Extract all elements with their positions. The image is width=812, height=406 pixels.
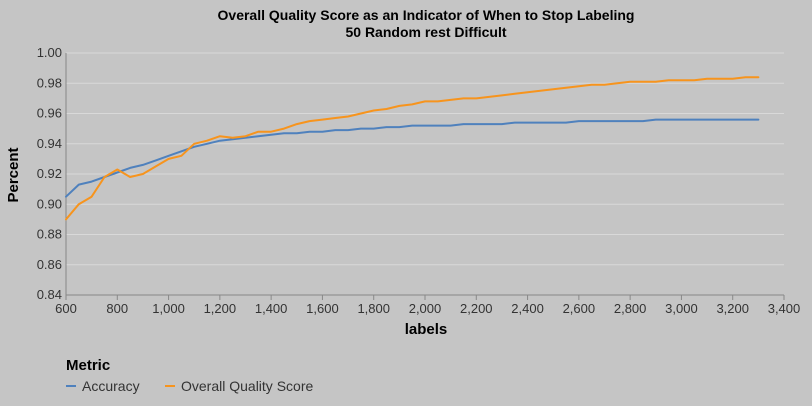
series-line-accuracy (65, 118, 760, 198)
y-tick-label: 0.96 (37, 106, 62, 121)
x-tick-label: 1,000 (152, 301, 185, 316)
x-tick-label: 3,000 (665, 301, 698, 316)
y-tick-label: 0.94 (37, 136, 62, 151)
x-tick-label: 1,200 (204, 301, 237, 316)
legend-item: Accuracy (66, 378, 140, 394)
y-tick-label: 1.00 (37, 45, 62, 60)
series-line-overall-quality-score (65, 76, 760, 221)
legend-title: Metric (66, 357, 110, 374)
legend: Accuracy Overall Quality Score (66, 378, 313, 394)
chart-subtitle: 50 Random rest Difficult (345, 24, 506, 40)
grid (66, 52, 784, 296)
x-tick-label: 2,200 (460, 301, 493, 316)
x-tick-label: 600 (55, 301, 77, 316)
legend-label: Overall Quality Score (181, 378, 313, 394)
x-tick-label: 3,400 (768, 301, 801, 316)
axes: 0.84 0.86 0.88 0.90 0.92 0.94 0.96 0.98 1.00 600 8… (37, 45, 801, 316)
x-tick-label: 1,800 (357, 301, 390, 316)
x-tick-label: 1,400 (255, 301, 288, 316)
legend-label: Accuracy (82, 378, 140, 394)
x-tick-label: 2,600 (563, 301, 596, 316)
x-tick-label: 1,600 (306, 301, 339, 316)
x-tick-label: 800 (106, 301, 128, 316)
y-axis-title: Percent (5, 147, 22, 202)
x-tick-label: 2,400 (511, 301, 544, 316)
y-tick-label: 0.92 (37, 166, 62, 181)
y-tick-label: 0.88 (37, 227, 62, 242)
x-tick-label: 2,800 (614, 301, 647, 316)
series-lines (65, 76, 760, 221)
legend-item: Overall Quality Score (165, 378, 313, 394)
y-tick-label: 0.98 (37, 75, 62, 90)
x-tick-label: 3,200 (716, 301, 749, 316)
y-tick-label: 0.86 (37, 257, 62, 272)
y-tick-label: 0.90 (37, 196, 62, 211)
x-tick-label: 2,000 (409, 301, 442, 316)
x-axis-title: labels (405, 321, 448, 338)
y-tick-label: 0.84 (37, 287, 62, 302)
chart-title: Overall Quality Score as an Indicator of… (218, 7, 635, 23)
